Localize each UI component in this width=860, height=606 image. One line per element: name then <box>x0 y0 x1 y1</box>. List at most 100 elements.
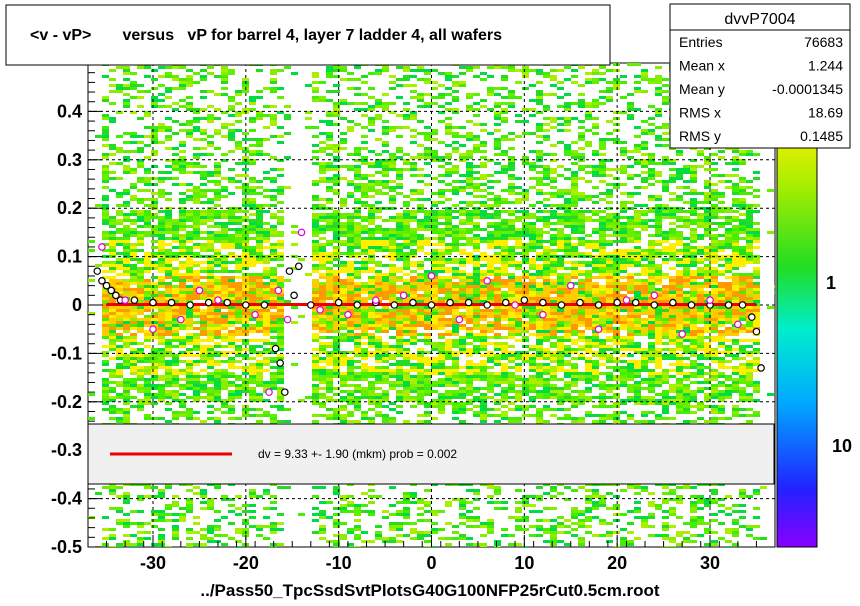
data-point <box>539 298 547 307</box>
data-point <box>107 286 116 295</box>
data-point <box>167 298 176 307</box>
data-point <box>483 276 492 285</box>
stats-row-value: 18.69 <box>808 105 843 121</box>
data-point <box>251 310 259 319</box>
chart-title: <v - vP> versus vP for barrel 4, layer 7… <box>30 27 502 44</box>
data-point <box>427 301 436 309</box>
y-tick-label: 0.2 <box>57 198 82 218</box>
data-point <box>738 301 747 309</box>
data-point <box>130 296 139 304</box>
data-point <box>149 298 157 307</box>
data-point <box>283 315 292 324</box>
data-point <box>353 301 362 309</box>
data-point <box>409 298 417 307</box>
data-point <box>446 298 454 307</box>
x-tick-label: 30 <box>700 553 720 573</box>
data-point <box>214 296 222 304</box>
y-tick-label: -0.4 <box>51 489 82 509</box>
data-point <box>242 301 250 309</box>
data-point <box>501 298 510 307</box>
x-tick-label: -30 <box>140 553 166 573</box>
data-point <box>223 298 232 307</box>
data-point <box>98 276 106 285</box>
data-point <box>576 298 584 307</box>
data-point <box>334 298 343 307</box>
data-point <box>747 313 756 321</box>
data-markers <box>93 228 765 396</box>
stats-row-value: -0.0001345 <box>772 81 843 97</box>
y-tick-label: 0 <box>72 295 82 315</box>
data-point <box>483 301 492 309</box>
data-point <box>613 298 621 307</box>
data-point <box>271 344 280 353</box>
data-point <box>98 243 106 251</box>
density-map <box>88 63 775 547</box>
data-point <box>186 301 194 309</box>
data-point <box>455 315 464 324</box>
x-tick-label: 20 <box>607 553 627 573</box>
data-point <box>204 298 213 307</box>
stats-row-label: Mean y <box>679 81 725 97</box>
data-point <box>622 296 631 304</box>
data-point <box>520 296 529 304</box>
data-point <box>757 364 765 372</box>
y-tick-label: 0.1 <box>57 247 82 267</box>
color-scale-label-mid: 1 <box>826 273 836 293</box>
x-tick-label: 10 <box>514 553 534 573</box>
x-axis-label: ../Pass50_TpcSsdSvtPlotsG40G100NFP25rCut… <box>200 581 660 600</box>
y-tick-label: -0.3 <box>51 440 82 460</box>
y-tick-label: -0.5 <box>51 537 82 557</box>
data-point <box>371 296 380 304</box>
y-tick-label: 0.4 <box>57 101 82 121</box>
x-tick-label: 0 <box>426 553 436 573</box>
fit-legend: dv = 9.33 +- 1.90 (mkm) prob = 0.002 <box>87 423 775 485</box>
stats-row-label: Mean x <box>679 58 725 74</box>
data-point <box>316 306 324 314</box>
data-point <box>557 301 566 309</box>
stats-row-value: 76683 <box>804 34 843 50</box>
y-tick-label: 0.3 <box>57 150 82 170</box>
x-tick-label: -10 <box>326 553 352 573</box>
data-point <box>102 281 111 290</box>
stats-row-value: 1.244 <box>808 58 843 74</box>
data-point <box>399 291 408 300</box>
data-point <box>464 298 473 307</box>
data-point <box>260 301 269 309</box>
data-point <box>594 301 603 309</box>
stats-box: dvvP7004 Entries 76683 Mean x 1.244 Mean y -0… <box>669 3 851 149</box>
stats-name: dvvP7004 <box>724 11 795 28</box>
data-point <box>724 301 733 309</box>
color-scale-label-bottom: 10 <box>832 436 852 456</box>
data-point <box>265 388 273 396</box>
data-point <box>566 281 575 290</box>
data-point <box>678 330 686 338</box>
data-point <box>650 291 659 300</box>
x-tick-label: -20 <box>233 553 259 573</box>
data-point <box>149 325 157 334</box>
data-point <box>294 262 303 271</box>
data-point <box>290 291 298 300</box>
y-tick-label: -0.1 <box>51 343 82 363</box>
stats-row-value: 0.1485 <box>800 128 843 144</box>
data-point <box>93 267 102 275</box>
stats-row-label: Entries <box>679 34 723 50</box>
fit-legend-text: dv = 9.33 +- 1.90 (mkm) prob = 0.002 <box>258 447 457 461</box>
stats-row-label: RMS y <box>679 128 721 144</box>
data-point <box>752 327 761 336</box>
data-point <box>195 286 204 295</box>
data-point <box>734 320 742 329</box>
data-point <box>669 298 677 307</box>
stats-row-label: RMS x <box>679 105 721 121</box>
title-box: <v - vP> versus vP for barrel 4, layer 7… <box>5 4 611 66</box>
data-point <box>390 301 399 309</box>
data-point <box>511 301 519 309</box>
data-point <box>297 228 306 237</box>
data-point <box>631 298 640 307</box>
data-point <box>274 286 283 295</box>
data-point <box>687 301 696 309</box>
axes: -30 -20 -10 0 10 20 30 -0.5 -0.4 -0.3 -0.2 -0.1 0 0.1… <box>51 62 776 573</box>
y-tick-label: -0.2 <box>51 392 82 412</box>
data-point <box>121 296 129 304</box>
data-point <box>285 267 294 275</box>
